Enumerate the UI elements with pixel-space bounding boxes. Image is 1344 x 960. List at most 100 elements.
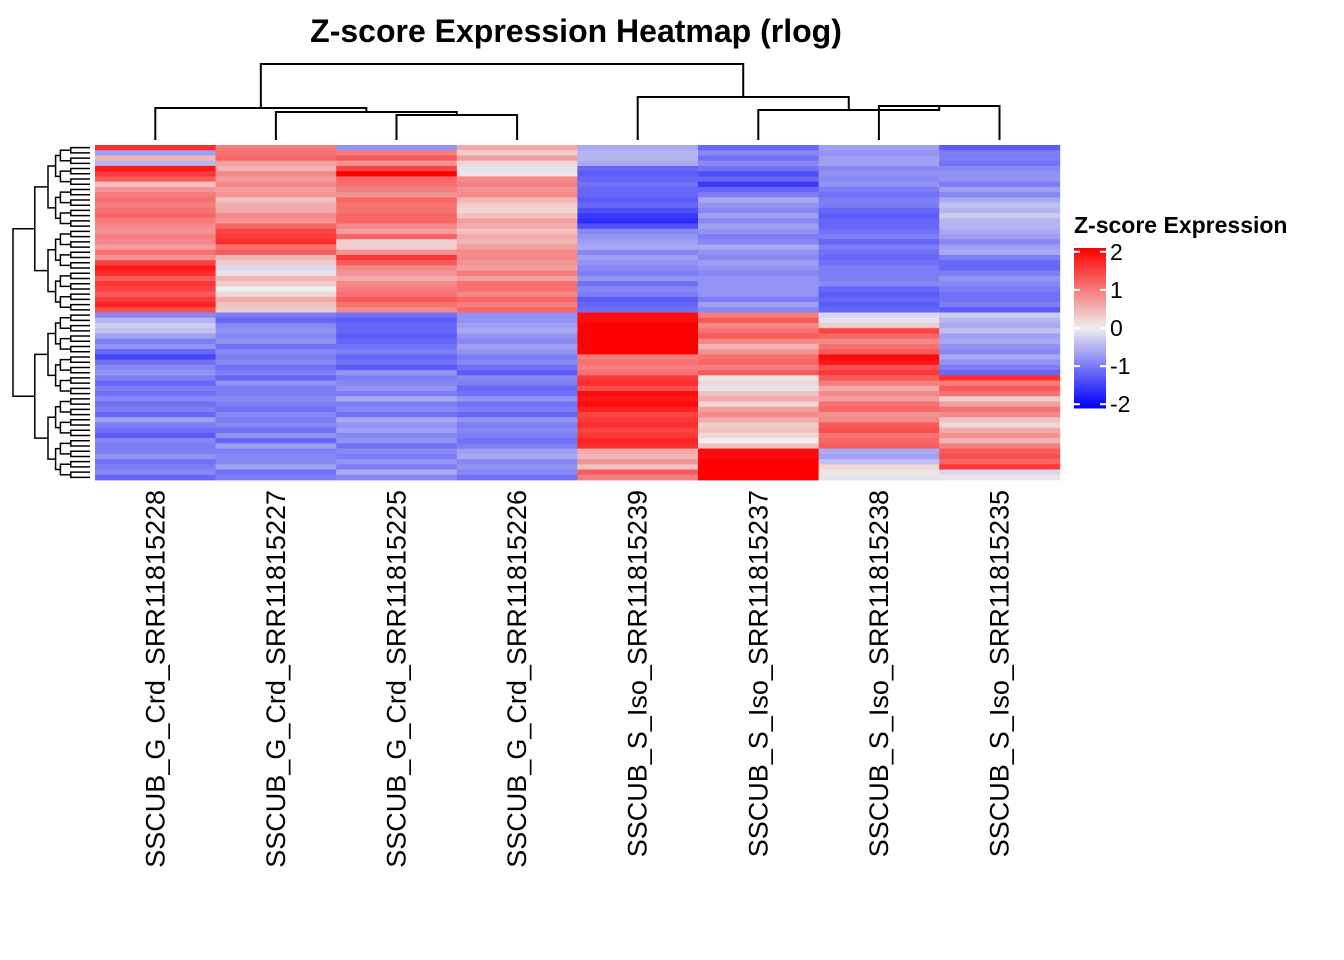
heatmap-cell — [215, 312, 337, 319]
legend-tick-label: -1 — [1110, 353, 1130, 379]
heatmap-cell — [577, 296, 699, 303]
heatmap-cell — [456, 228, 578, 235]
legend-gradient-segment — [1074, 248, 1106, 251]
heatmap-cell — [818, 401, 940, 408]
heatmap-cell — [336, 380, 458, 387]
heatmap-cell — [95, 448, 216, 455]
heatmap-cell — [336, 249, 458, 256]
heatmap-cell — [95, 391, 216, 397]
column-label: SSCUB_S_Iso_SRR11815237 — [743, 490, 773, 857]
heatmap-cell — [95, 317, 216, 324]
heatmap-cell — [336, 207, 458, 214]
heatmap-cell — [215, 176, 337, 183]
heatmap-cell — [818, 464, 940, 470]
heatmap-cell — [818, 380, 940, 387]
dendrogram-branch — [70, 471, 90, 479]
heatmap-cell — [577, 375, 699, 381]
heatmap-cell — [336, 275, 458, 282]
heatmap-cell — [95, 150, 216, 156]
heatmap-cell — [95, 228, 216, 235]
legend-gradient-segment — [1074, 388, 1106, 391]
heatmap-cell — [577, 380, 699, 387]
heatmap-cell — [336, 145, 458, 151]
heatmap-cell — [818, 411, 940, 418]
dendrogram-branch — [47, 248, 56, 293]
heatmap-cell — [577, 370, 699, 376]
heatmap-cell — [939, 391, 1061, 397]
heatmap-cell — [698, 165, 819, 172]
heatmap-cell — [698, 176, 819, 183]
heatmap-cell — [95, 155, 216, 162]
dendrogram-branch — [70, 293, 90, 301]
heatmap-cell — [336, 396, 458, 402]
dendrogram-branch — [274, 111, 458, 140]
heatmap-cell — [818, 213, 940, 219]
heatmap-cell — [577, 270, 699, 277]
heatmap-cell — [95, 312, 216, 319]
heatmap-cell — [456, 443, 578, 449]
heatmap-cell — [939, 438, 1061, 444]
heatmap-cell — [215, 354, 337, 361]
heatmap-cell — [577, 228, 699, 235]
heatmap-cell — [336, 239, 458, 245]
heatmap-cell — [95, 265, 216, 272]
heatmap-cell — [456, 359, 578, 366]
heatmap-cell — [456, 396, 578, 402]
heatmap-cell — [698, 307, 819, 313]
heatmap-cell — [336, 312, 458, 319]
legend-gradient-segment — [1074, 334, 1106, 337]
heatmap-cell — [577, 432, 699, 439]
heatmap-cell — [336, 401, 458, 408]
heatmap-cell — [95, 338, 216, 345]
heatmap-cell — [818, 275, 940, 282]
column-label: SSCUB_G_Crd_SRR11815227 — [261, 490, 291, 868]
heatmap-cell — [698, 422, 819, 429]
heatmap-cell — [818, 181, 940, 188]
heatmap-cell — [939, 375, 1061, 381]
heatmap-cell — [456, 385, 578, 392]
heatmap-cell — [95, 286, 216, 292]
heatmap-cell — [215, 160, 337, 167]
heatmap-cell — [818, 223, 940, 230]
heatmap-cell — [95, 401, 216, 408]
legend-gradient-segment — [1074, 286, 1106, 289]
legend-tick-label: 0 — [1110, 315, 1123, 341]
heatmap-cell — [215, 281, 337, 287]
heatmap-cell — [215, 391, 337, 397]
heatmap-cell — [336, 270, 458, 277]
heatmap-cell — [939, 396, 1061, 402]
heatmap-cell — [577, 427, 699, 434]
heatmap-cell — [939, 333, 1061, 340]
heatmap-cell — [939, 239, 1061, 245]
dendrogram-branch — [70, 188, 90, 196]
legend-gradient-segment — [1074, 294, 1106, 297]
heatmap-cell — [818, 322, 940, 329]
heatmap-cell — [336, 223, 458, 230]
legend-gradient-segment — [1074, 374, 1106, 377]
heatmap-cell — [939, 364, 1061, 371]
heatmap-cell — [577, 411, 699, 418]
heatmap-cell — [456, 176, 578, 183]
heatmap-cell — [939, 411, 1061, 418]
heatmap-cell — [577, 260, 699, 266]
heatmap-cell — [939, 233, 1061, 240]
heatmap-cell — [215, 343, 337, 350]
heatmap-cell — [215, 228, 337, 235]
heatmap-cell — [456, 296, 578, 303]
legend-gradient-segment — [1074, 302, 1106, 305]
heatmap-cell — [95, 406, 216, 413]
heatmap-cell — [818, 328, 940, 334]
dendrogram-branch — [70, 377, 90, 384]
heatmap-cell — [698, 438, 819, 444]
heatmap-cell — [577, 265, 699, 272]
heatmap-cell — [336, 448, 458, 455]
heatmap-cell — [336, 186, 458, 193]
heatmap-cell — [336, 286, 458, 292]
heatmap-cell — [577, 391, 699, 397]
heatmap-cell — [577, 275, 699, 282]
heatmap-cell — [215, 233, 337, 240]
heatmap-cell — [698, 239, 819, 245]
legend-gradient-segment — [1074, 314, 1106, 317]
heatmap-cell — [698, 202, 819, 209]
